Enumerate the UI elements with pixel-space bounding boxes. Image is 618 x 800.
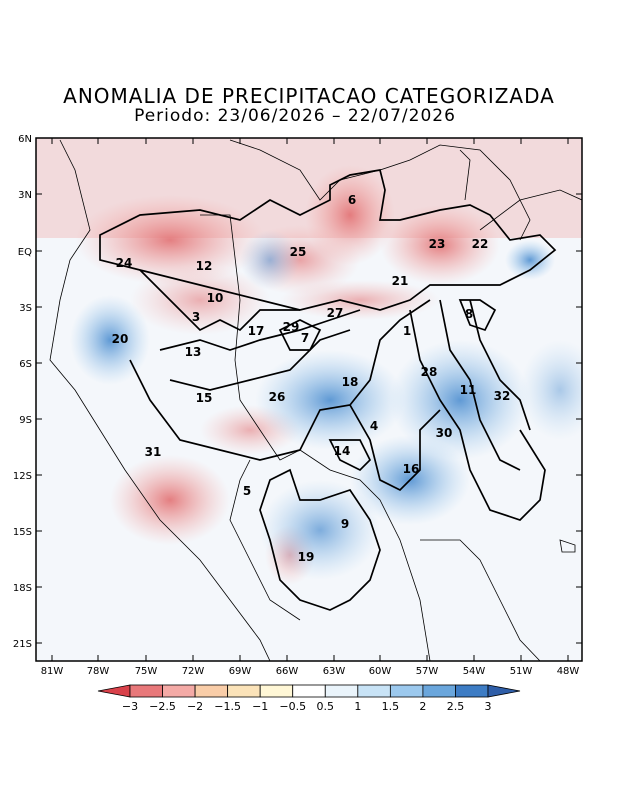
basin-label: 19 <box>298 550 315 564</box>
lat-tick-label: 3N <box>18 190 32 201</box>
colorbar-segment <box>292 684 326 698</box>
colorbar-segment <box>129 684 163 698</box>
lon-tick-label: 69W <box>229 666 252 677</box>
lon-tick-label: 75W <box>135 666 158 677</box>
lon-tick-label: 60W <box>369 666 392 677</box>
basin-label: 1 <box>403 324 411 338</box>
basin-label: 8 <box>465 307 473 321</box>
basin-label: 16 <box>403 462 420 476</box>
basin-label: 15 <box>196 391 213 405</box>
basin-label: 13 <box>185 345 202 359</box>
lon-tick-label: 66W <box>276 666 299 677</box>
colorbar-label: 1 <box>354 700 361 713</box>
lon-tick-label: 81W <box>41 666 64 677</box>
basin-label: 6 <box>348 193 356 207</box>
lat-tick-label: 9S <box>19 415 32 426</box>
basin-label: 27 <box>327 306 344 320</box>
lat-tick-label: 6N <box>18 134 32 145</box>
colorbar-label: 0.5 <box>317 700 335 713</box>
colorbar-segment <box>357 684 391 698</box>
lat-tick-label: EQ <box>18 247 32 258</box>
country-boundaries <box>49 139 582 661</box>
colorbar: −3 −2.5 −2 −1.5 −1 −0.5 0.5 1 1.5 2 2.5 3 <box>97 684 521 713</box>
lat-tick-label: 3S <box>19 303 32 314</box>
lon-tick-label: 72W <box>182 666 205 677</box>
basin-label: 23 <box>429 237 446 251</box>
basin-label: 30 <box>436 426 453 440</box>
lat-tick-label: 18S <box>13 583 32 594</box>
basin-label: 7 <box>301 331 309 345</box>
colorbar-label: −2.5 <box>149 700 176 713</box>
basin-label: 24 <box>116 256 133 270</box>
basin-label: 20 <box>112 332 129 346</box>
colorbar-segment <box>259 684 294 698</box>
basin-labels: 1234567891011121314151617181920212223242… <box>112 193 511 564</box>
colorbar-segment <box>455 684 489 698</box>
basin-label: 31 <box>145 445 162 459</box>
basin-label: 11 <box>460 383 477 397</box>
lon-tick-label: 57W <box>416 666 439 677</box>
map-title: ANOMALIA DE PRECIPITACAO CATEGORIZADA <box>63 84 555 108</box>
lat-tick-label: 6S <box>19 359 32 370</box>
basin-label: 18 <box>342 375 359 389</box>
colorbar-arrow-right <box>487 684 521 698</box>
map-subtitle: Periodo: 23/06/2026 – 22/07/2026 <box>134 106 456 126</box>
lat-tick-label: 21S <box>13 639 32 650</box>
basin-label: 5 <box>243 484 251 498</box>
colorbar-label: −1 <box>252 700 268 713</box>
colorbar-segment <box>194 684 229 698</box>
basin-label: 29 <box>283 320 300 334</box>
map-frame <box>35 137 583 662</box>
basin-label: 28 <box>421 365 438 379</box>
basin-label: 14 <box>334 444 351 458</box>
colorbar-label: −2 <box>187 700 203 713</box>
lat-tick-label: 12S <box>13 471 32 482</box>
colorbar-label: −3 <box>122 700 138 713</box>
colorbar-label: 2 <box>419 700 426 713</box>
lat-tick-label: 15S <box>13 527 32 538</box>
colorbar-segment <box>162 684 196 698</box>
basin-label: 21 <box>392 274 409 288</box>
colorbar-segment <box>324 684 359 698</box>
lon-tick-label: 54W <box>463 666 486 677</box>
colorbar-label: 1.5 <box>382 700 400 713</box>
colorbar-segment <box>227 684 261 698</box>
colorbar-label: −0.5 <box>279 700 306 713</box>
basin-label: 17 <box>248 324 265 338</box>
colorbar-segment <box>389 684 424 698</box>
colorbar-label: 3 <box>485 700 492 713</box>
basin-label: 22 <box>472 237 489 251</box>
basin-label: 12 <box>196 259 213 273</box>
colorbar-label: −1.5 <box>214 700 241 713</box>
basin-label: 26 <box>269 390 286 404</box>
basin-label: 4 <box>370 419 378 433</box>
basin-label: 32 <box>494 389 511 403</box>
basin-boundaries <box>99 169 557 611</box>
lon-tick-label: 78W <box>87 666 110 677</box>
latitude-axis: 6N 3N EQ 3S 6S 9S 12S 15S 18S 21S <box>13 134 582 650</box>
lon-tick-label: 63W <box>323 666 346 677</box>
anomaly-field <box>36 138 582 661</box>
lon-tick-label: 51W <box>510 666 533 677</box>
basin-label: 25 <box>290 245 307 259</box>
basin-label: 3 <box>192 310 200 324</box>
longitude-axis: 81W 78W 75W 72W 69W 66W 63W 60W 57W 54W 51W 48W <box>41 138 580 677</box>
basin-label: 10 <box>207 291 224 305</box>
colorbar-label: 2.5 <box>447 700 465 713</box>
colorbar-arrow-left <box>97 684 131 698</box>
lon-tick-label: 48W <box>557 666 580 677</box>
basin-label: 9 <box>341 517 349 531</box>
colorbar-segment <box>422 684 456 698</box>
